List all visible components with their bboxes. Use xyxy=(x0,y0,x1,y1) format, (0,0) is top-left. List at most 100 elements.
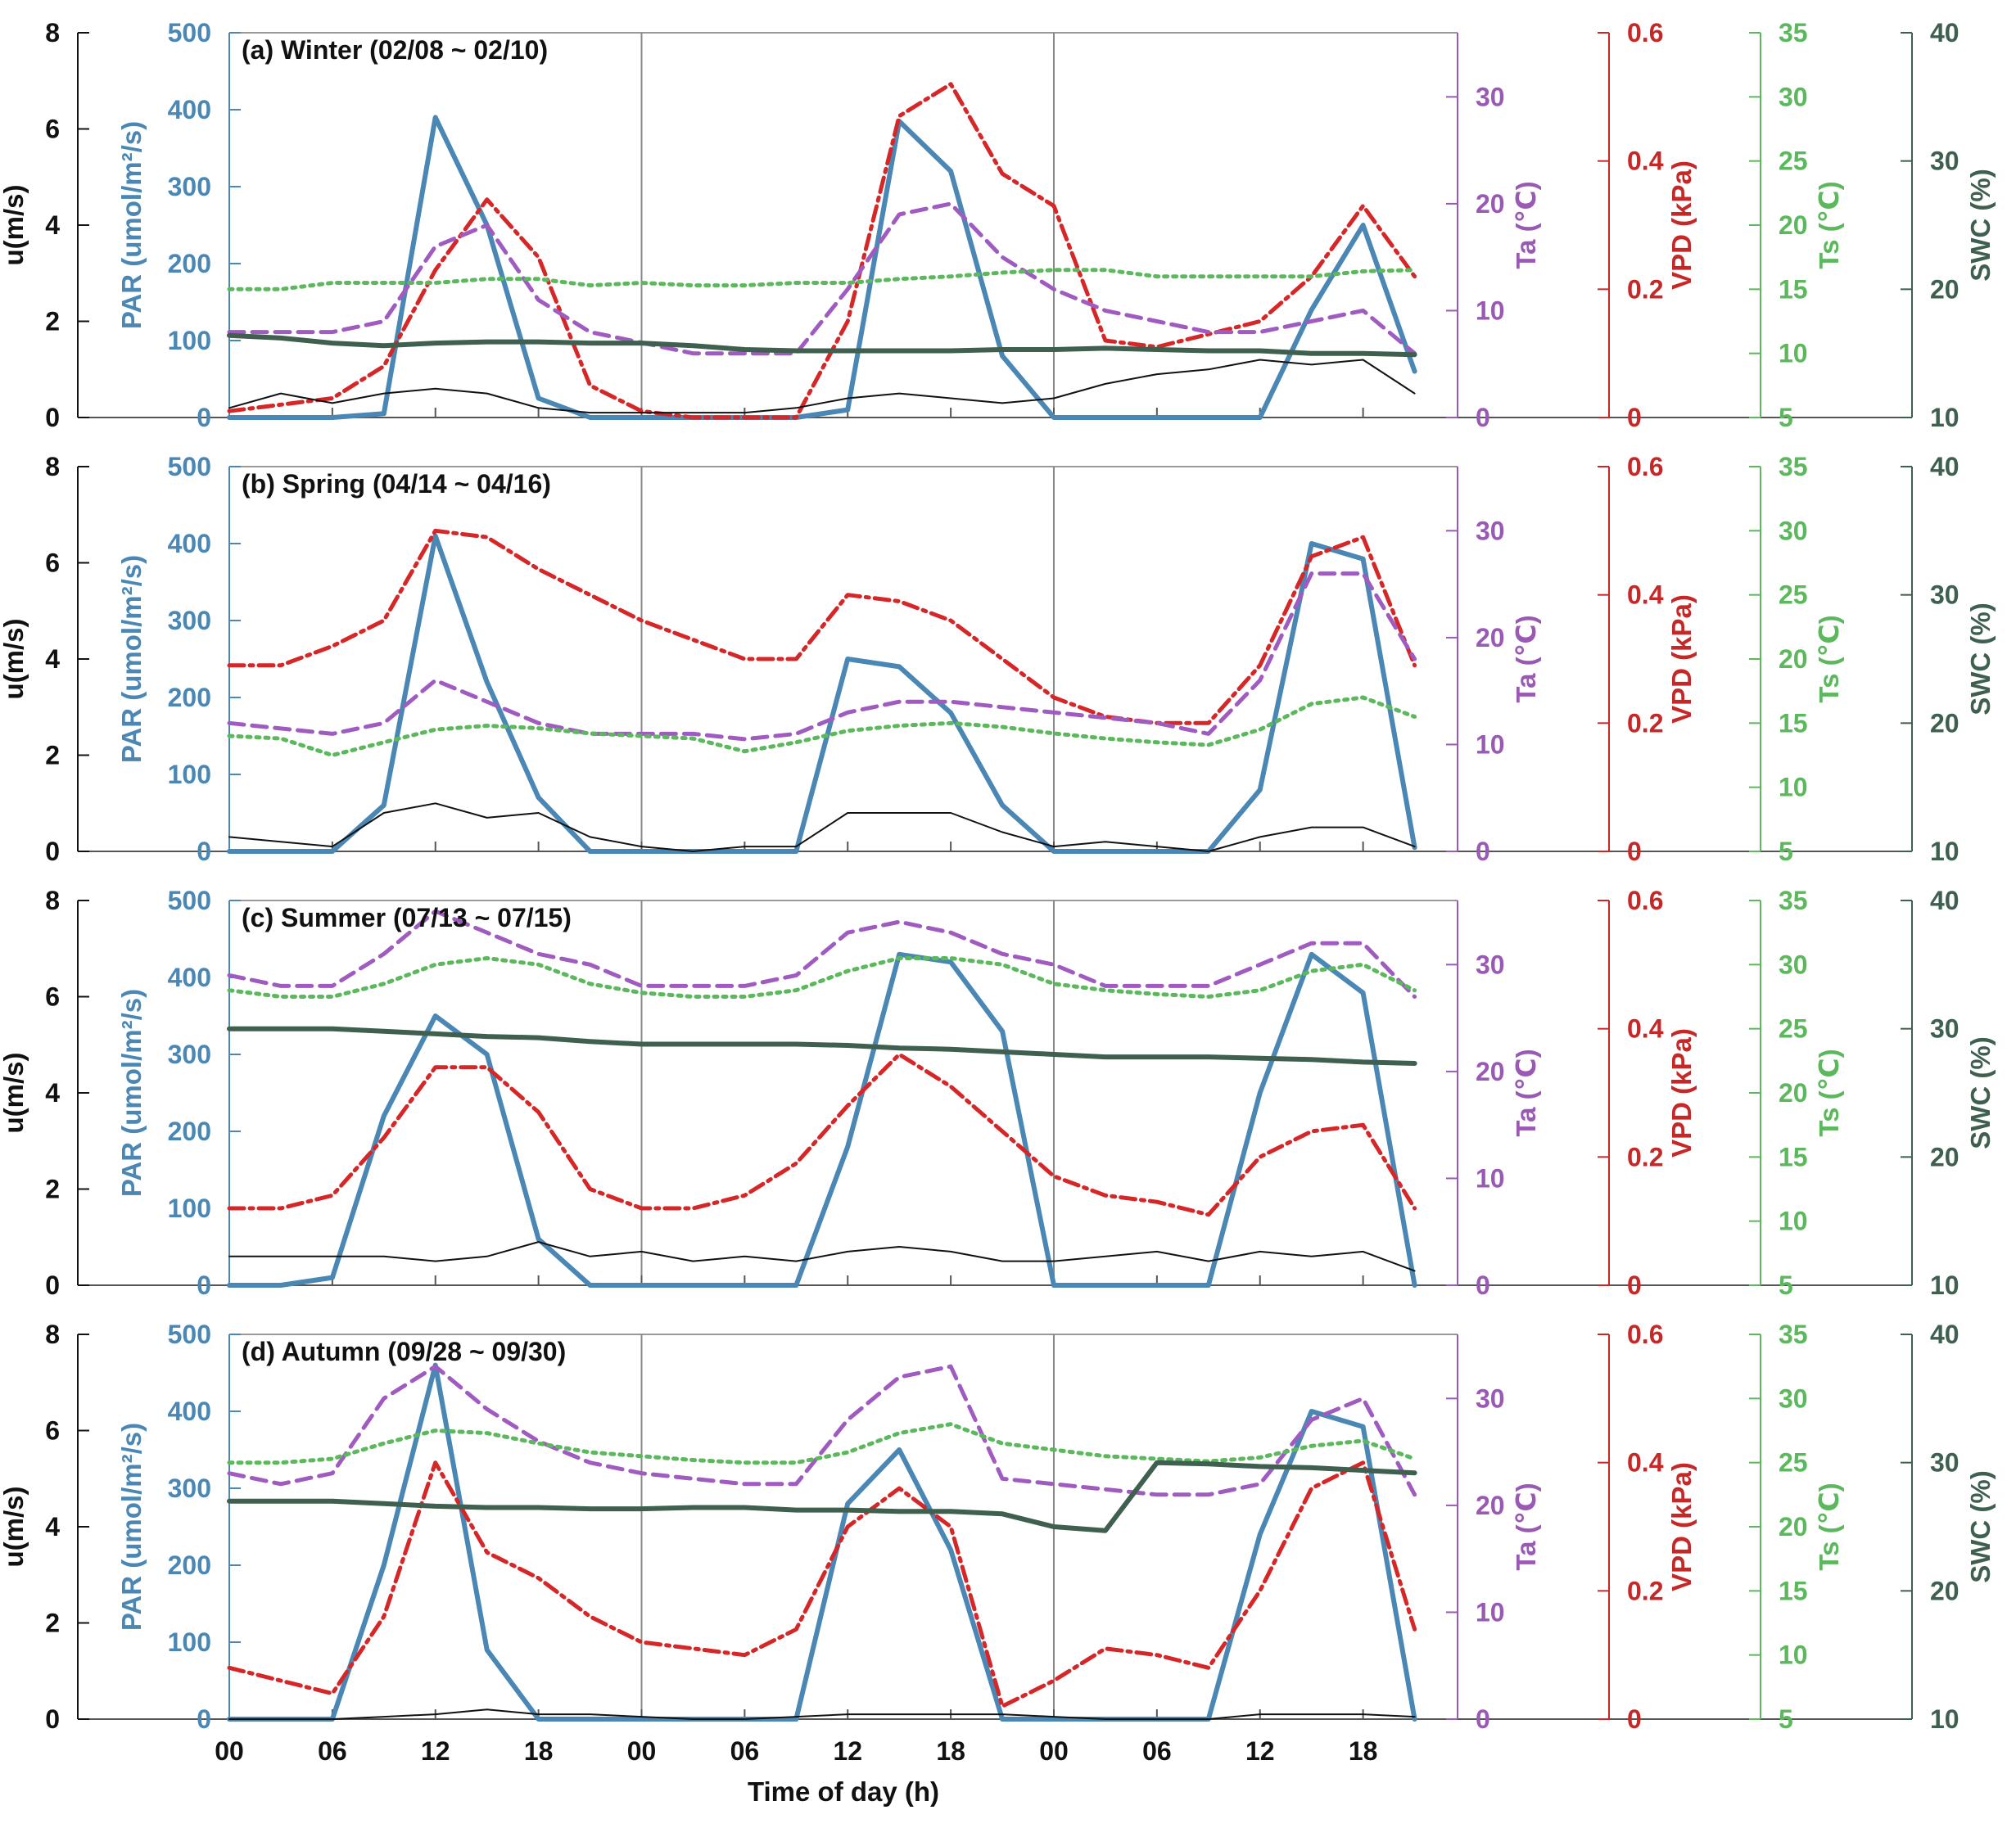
vpd-axis-label: VPD (kPa) xyxy=(1666,1028,1697,1158)
series-par-line xyxy=(227,533,1417,854)
u-tick-label: 8 xyxy=(45,886,60,915)
par-tick-label: 500 xyxy=(168,1320,211,1349)
ts-tick-label: 30 xyxy=(1779,1383,1808,1413)
vpd-tick-label: 0 xyxy=(1627,1271,1642,1300)
u-tick-label: 4 xyxy=(45,644,60,674)
par-tick-label: 200 xyxy=(168,1550,211,1580)
ts-tick-label: 20 xyxy=(1779,1078,1808,1108)
par-axis-label: PAR (umol/m²/s) xyxy=(116,121,147,329)
par-axis-label: PAR (umol/m²/s) xyxy=(116,1423,147,1631)
swc-axis-label: SWC (%) xyxy=(1965,1036,1996,1149)
ts-tick-label: 15 xyxy=(1779,1576,1808,1605)
x-tick-label: 00 xyxy=(627,1736,657,1766)
x-tick-label: 12 xyxy=(833,1736,862,1766)
vpd-axis-label: VPD (kPa) xyxy=(1666,160,1697,290)
x-tick-label: 06 xyxy=(318,1736,347,1766)
u-tick-label: 0 xyxy=(45,403,60,432)
ts-tick-label: 25 xyxy=(1779,1014,1808,1044)
ta-tick-label: 10 xyxy=(1476,1597,1505,1627)
ts-tick-label: 30 xyxy=(1779,950,1808,979)
ts-tick-label: 35 xyxy=(1779,886,1808,915)
series-swc-line xyxy=(227,1026,1417,1066)
panel-title: (b) Spring (04/14 ~ 04/16) xyxy=(242,469,551,499)
panel-4: 00 06 12 18 00 06 12 18 00 06 12 1802468u(m/s)01002… xyxy=(0,1320,1996,1766)
ta-tick-label: 0 xyxy=(1476,1271,1490,1300)
u-tick-label: 4 xyxy=(45,210,60,240)
swc-tick-label: 20 xyxy=(1930,274,1959,304)
series-ts-line xyxy=(227,268,1417,291)
vpd-tick-label: 0 xyxy=(1627,837,1642,866)
series-par-line xyxy=(227,1362,1417,1722)
ta-tick-label: 20 xyxy=(1476,623,1505,652)
par-tick-label: 400 xyxy=(168,529,211,558)
u-tick-label: 2 xyxy=(45,741,60,770)
series-ts-line xyxy=(227,1422,1417,1465)
vpd-tick-label: 0 xyxy=(1627,1704,1642,1734)
ts-axis-label: Ts (℃) xyxy=(1814,181,1844,269)
vpd-tick-label: 0.2 xyxy=(1627,274,1663,304)
par-tick-label: 0 xyxy=(197,1271,211,1300)
ts-tick-label: 15 xyxy=(1779,708,1808,738)
u-axis-label: u(m/s) xyxy=(0,1487,29,1568)
series-ts-line xyxy=(227,956,1417,999)
u-tick-label: 8 xyxy=(45,452,60,481)
vpd-tick-label: 0.2 xyxy=(1627,1576,1663,1605)
u-tick-label: 2 xyxy=(45,1175,60,1204)
ts-tick-label: 35 xyxy=(1779,452,1808,481)
vpd-axis-label: VPD (kPa) xyxy=(1666,594,1697,724)
ts-tick-label: 5 xyxy=(1779,1271,1793,1300)
swc-axis-label: SWC (%) xyxy=(1965,1470,1996,1582)
par-tick-label: 0 xyxy=(197,403,211,432)
u-tick-label: 6 xyxy=(45,115,60,144)
panel-title: (c) Summer (07/13 ~ 07/15) xyxy=(242,903,572,932)
vpd-tick-label: 0.6 xyxy=(1627,18,1663,47)
par-tick-label: 300 xyxy=(168,1474,211,1503)
ts-tick-label: 25 xyxy=(1779,1448,1808,1478)
ts-tick-label: 15 xyxy=(1779,1142,1808,1171)
ts-tick-label: 25 xyxy=(1779,147,1808,176)
ts-tick-label: 25 xyxy=(1779,580,1808,610)
par-tick-label: 200 xyxy=(168,1117,211,1146)
x-axis-label: Time of day (h) xyxy=(748,1776,939,1807)
par-axis-label: PAR (umol/m²/s) xyxy=(116,555,147,763)
par-tick-label: 300 xyxy=(168,1040,211,1069)
ta-tick-label: 20 xyxy=(1476,1491,1505,1520)
par-tick-label: 0 xyxy=(197,1704,211,1734)
ts-tick-label: 20 xyxy=(1779,210,1808,240)
series-ta-line xyxy=(227,571,1417,742)
u-axis-label: u(m/s) xyxy=(0,619,29,700)
u-tick-label: 6 xyxy=(45,548,60,578)
swc-tick-label: 20 xyxy=(1930,1576,1959,1605)
series-u-line xyxy=(228,359,1416,414)
panel-title: (a) Winter (02/08 ~ 02/10) xyxy=(242,35,548,65)
ts-tick-label: 5 xyxy=(1779,1704,1793,1734)
ts-axis-label: Ts (℃) xyxy=(1814,1049,1844,1136)
ta-tick-label: 30 xyxy=(1476,82,1505,111)
series-vpd-line xyxy=(227,82,1417,420)
series-ta-line xyxy=(227,1364,1417,1497)
ta-tick-label: 30 xyxy=(1476,950,1505,979)
ts-tick-label: 30 xyxy=(1779,516,1808,545)
vpd-tick-label: 0.4 xyxy=(1627,580,1664,610)
swc-tick-label: 20 xyxy=(1930,708,1959,738)
ta-axis-label: Ta (℃) xyxy=(1511,181,1541,269)
swc-tick-label: 40 xyxy=(1930,1320,1959,1349)
swc-tick-label: 40 xyxy=(1930,886,1959,915)
series-u-line xyxy=(228,1241,1416,1272)
u-tick-label: 0 xyxy=(45,1271,60,1300)
series-vpd-line xyxy=(227,528,1417,725)
vpd-tick-label: 0.4 xyxy=(1627,147,1664,176)
par-axis-label: PAR (umol/m²/s) xyxy=(116,989,147,1197)
ts-tick-label: 20 xyxy=(1779,644,1808,674)
u-tick-label: 0 xyxy=(45,837,60,866)
ta-tick-label: 20 xyxy=(1476,1057,1505,1086)
x-tick-label: 00 xyxy=(215,1736,244,1766)
ts-tick-label: 10 xyxy=(1779,1207,1808,1236)
series-u-line xyxy=(228,802,1416,852)
par-tick-label: 0 xyxy=(197,837,211,866)
vpd-tick-label: 0.2 xyxy=(1627,708,1663,738)
u-axis-label: u(m/s) xyxy=(0,185,29,266)
